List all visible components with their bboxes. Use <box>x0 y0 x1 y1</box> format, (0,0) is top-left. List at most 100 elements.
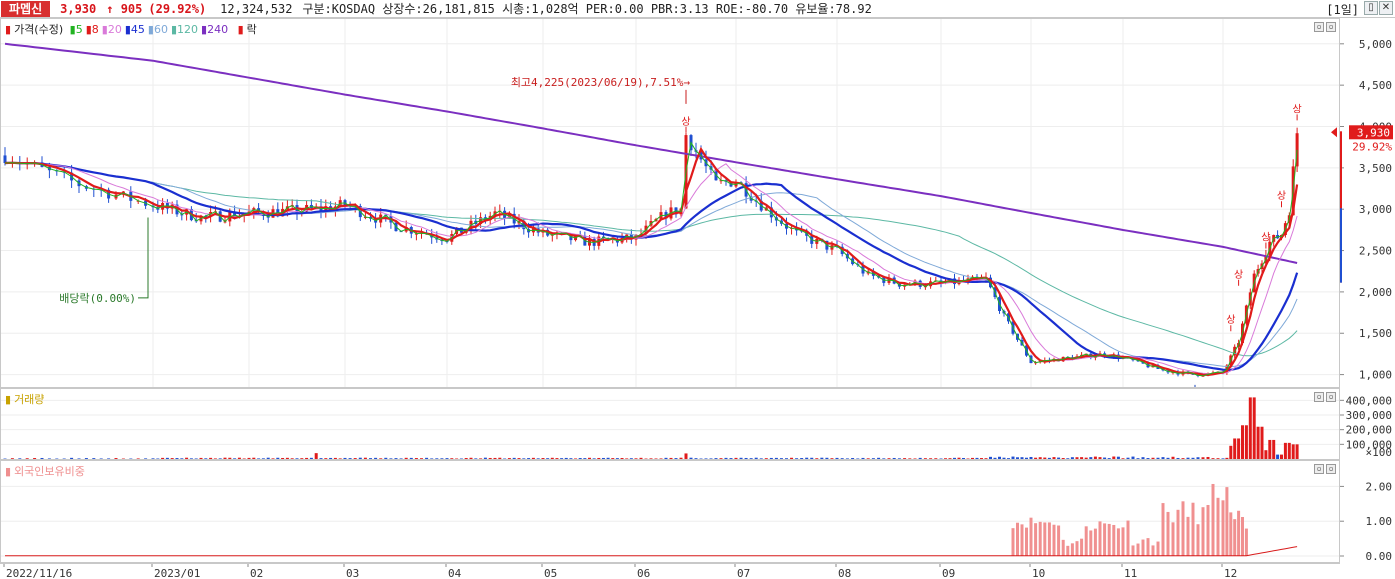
foreign-ratio-bar <box>1029 517 1033 556</box>
foreign-ratio-bar <box>1098 521 1102 556</box>
volume-chart-panel[interactable]: ▮ 거래량 ▫ ▫ <box>0 388 1340 460</box>
volume-bar <box>1176 457 1180 459</box>
ma-legend-item[interactable]: ▮60 <box>147 23 168 36</box>
ma-legend-item[interactable]: ▮20 <box>101 23 122 36</box>
volume-bar <box>664 457 668 459</box>
volume-bar <box>333 457 337 459</box>
panel-close-button[interactable]: ▫ <box>1326 464 1336 474</box>
foreign-ratio-bar <box>1034 523 1038 556</box>
panel-close-button[interactable]: ▫ <box>1326 22 1336 32</box>
volume-bar <box>774 457 778 459</box>
panel-minimize-button[interactable]: ▫ <box>1314 464 1324 474</box>
foreign-ratio-bar <box>1225 487 1229 556</box>
volume-bar <box>704 458 708 459</box>
volume-bar <box>1016 457 1019 459</box>
price-tick-label: 3,000 <box>1359 203 1392 216</box>
volume-bar <box>769 457 773 459</box>
ma-240-line <box>4 42 1298 264</box>
volume-bar <box>734 457 738 459</box>
ma-legend-item[interactable]: ▮120 <box>170 23 199 36</box>
volume-bar <box>1146 458 1150 459</box>
volume-bar <box>1206 456 1210 459</box>
volume-bar <box>479 458 483 459</box>
volume-bar <box>199 457 203 459</box>
volume-bar <box>1233 438 1237 459</box>
price-chart-svg: 최고4,225(2023/06/19),7.51%→최저900(2023/11/… <box>1 19 1339 400</box>
panel-minimize-button[interactable]: ▫ <box>1314 392 1324 402</box>
foreign-ratio-panel[interactable]: ▮ 외국인보유비중 ▫ ▫ <box>0 460 1340 563</box>
volume-bar <box>1020 457 1024 459</box>
foreign-ratio-bar <box>1186 516 1190 556</box>
volume-tick-label: 400,000 <box>1346 394 1392 407</box>
date-tick-label: 02 <box>250 567 263 579</box>
volume-bar <box>1280 454 1283 459</box>
ma-legend-item[interactable]: ▮45 <box>124 23 145 36</box>
foreign-ratio-bar <box>1066 545 1070 556</box>
volume-bar <box>25 458 29 459</box>
volume-bar <box>929 458 933 459</box>
foreign-ratio-bar <box>1211 483 1215 556</box>
volume-bar <box>948 458 952 459</box>
volume-bar <box>759 458 763 459</box>
volume-bar <box>1264 450 1268 459</box>
volume-bar <box>953 457 956 459</box>
volume-bar <box>1002 457 1006 459</box>
legend-volume-title: 거래량 <box>14 393 45 406</box>
foreign-ratio-bar <box>1052 524 1056 556</box>
volume-bar <box>399 458 403 459</box>
volume-bar <box>1052 457 1056 459</box>
volume-bar <box>810 457 814 459</box>
foreign-tick-label: 2.00 <box>1366 480 1393 493</box>
volume-bar <box>861 457 865 459</box>
ma-legend-item[interactable]: ▮5 <box>69 23 83 36</box>
price-tick-label: 4,500 <box>1359 79 1392 92</box>
foreign-ratio-bar <box>1103 523 1107 556</box>
foreign-ratio-bar <box>1011 528 1015 556</box>
volume-bar <box>84 458 88 459</box>
date-tick-label: 04 <box>448 567 462 579</box>
volume-bar <box>77 458 81 459</box>
volume-bar <box>420 458 423 459</box>
volume-bar <box>564 457 568 459</box>
volume-bar <box>601 457 605 459</box>
volume-bar <box>689 457 693 459</box>
close-button[interactable]: ✕ <box>1379 1 1393 15</box>
volume-bar <box>934 458 938 459</box>
foreign-ratio-bar <box>1112 524 1116 556</box>
volume-bar <box>363 457 367 459</box>
ma-legend-item[interactable]: ▮8 <box>85 23 99 36</box>
volume-bar <box>764 458 768 459</box>
period-selector[interactable]: [1일] <box>1326 3 1359 17</box>
volume-bar <box>785 458 788 459</box>
ma-legend-item[interactable]: ▮240 <box>201 23 229 36</box>
stock-name-badge[interactable]: 파멥신 <box>1 0 51 17</box>
panel-close-button[interactable]: ▫ <box>1326 392 1336 402</box>
volume-bar <box>845 458 849 459</box>
volume-bar <box>820 457 824 459</box>
ma-120-line <box>4 162 1298 357</box>
date-tick-label: 08 <box>838 567 851 579</box>
volume-bar <box>1186 457 1190 459</box>
volume-bar <box>679 457 683 459</box>
price-chart-panel[interactable]: ▮ 가격(수정) ▮5 ▮8 ▮20 ▮45 ▮60 ▮120 ▮240 ▮ 락 ▫ ▫ 최고4… <box>0 18 1340 400</box>
panel-minimize-button[interactable]: ▫ <box>1314 22 1324 32</box>
current-price-box <box>1349 125 1393 140</box>
volume-bar <box>261 458 265 459</box>
volume-bar <box>1029 456 1033 459</box>
volume-legend: ▮ 거래량 <box>5 391 47 407</box>
price-tick-label: 1,000 <box>1359 369 1392 382</box>
date-tick-label: 09 <box>942 567 955 579</box>
volume-bar <box>724 457 728 459</box>
volume-bar <box>394 458 398 459</box>
ma-8-line <box>4 146 1299 377</box>
limit-up-marker: 상 <box>1261 232 1270 244</box>
volume-bar <box>1007 458 1010 459</box>
restore-button[interactable]: ▯ <box>1364 1 1378 15</box>
volume-bar <box>1283 442 1287 459</box>
price-grid <box>1 19 1339 387</box>
volume-bar <box>840 458 844 459</box>
volume-bar <box>180 458 184 459</box>
volume-bar <box>271 458 275 459</box>
legend-foreign-title: 외국인보유비중 <box>14 465 85 478</box>
foreign-axis-svg: 2.00 1.00 0.00 <box>1340 480 1393 563</box>
